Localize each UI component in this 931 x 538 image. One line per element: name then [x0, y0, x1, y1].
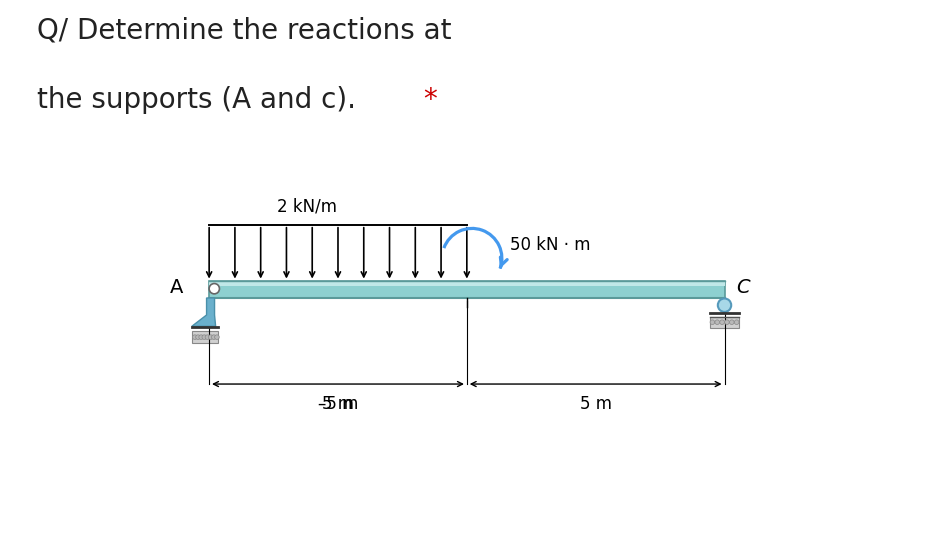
Circle shape — [193, 335, 197, 339]
Circle shape — [205, 335, 209, 339]
Text: A: A — [170, 278, 183, 297]
Circle shape — [199, 335, 204, 339]
Bar — [193, 331, 218, 343]
Circle shape — [710, 320, 715, 324]
Circle shape — [209, 335, 213, 339]
Circle shape — [209, 284, 220, 294]
Text: *: * — [424, 86, 438, 114]
Circle shape — [720, 320, 724, 324]
Text: 50 kN · m: 50 kN · m — [509, 236, 590, 254]
Circle shape — [215, 335, 220, 339]
Circle shape — [202, 335, 207, 339]
Bar — [209, 281, 724, 286]
Circle shape — [196, 335, 200, 339]
Circle shape — [735, 320, 739, 324]
Text: Q/ Determine the reactions at: Q/ Determine the reactions at — [37, 16, 452, 44]
Text: the supports (A and c).: the supports (A and c). — [37, 86, 357, 114]
Bar — [710, 316, 738, 328]
Bar — [209, 281, 724, 298]
Text: 5 m: 5 m — [580, 395, 612, 413]
Circle shape — [724, 320, 729, 324]
Circle shape — [715, 320, 720, 324]
Circle shape — [211, 335, 216, 339]
Circle shape — [730, 320, 735, 324]
Circle shape — [718, 299, 731, 312]
Text: 2 kN/m: 2 kN/m — [277, 197, 337, 216]
Polygon shape — [192, 298, 216, 327]
Text: C: C — [735, 278, 749, 297]
Text: 5 m: 5 m — [322, 395, 354, 413]
Text: –5 m: –5 m — [317, 395, 358, 413]
